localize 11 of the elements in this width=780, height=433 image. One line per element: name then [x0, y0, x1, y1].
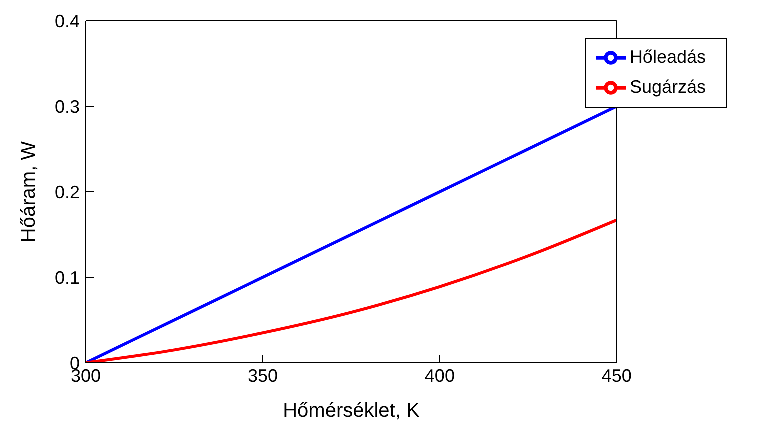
x-tick-label: 400	[424, 366, 455, 386]
legend-label: Hőleadás	[630, 46, 706, 67]
y-tick-label: 0.3	[54, 96, 80, 117]
y-tick-label: 0.4	[54, 11, 80, 32]
y-tick-label: 0.1	[54, 268, 80, 288]
x-axis-title: Hőmérséklet, K	[283, 400, 420, 422]
x-tick-label: 450	[602, 366, 632, 386]
y-axis-title: Hőáram, W	[18, 141, 40, 243]
y-tick-label: 0.2	[54, 182, 80, 202]
legend-label: Sugárzás	[630, 76, 706, 97]
x-tick-label: 350	[248, 366, 278, 386]
